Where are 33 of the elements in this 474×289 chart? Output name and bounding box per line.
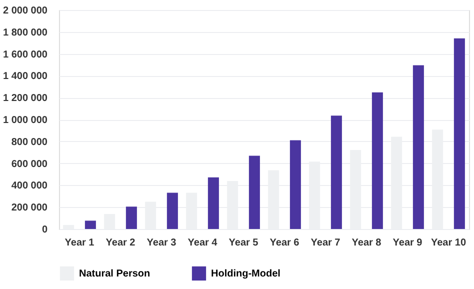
x-tick-label: Year 2 (106, 238, 136, 248)
y-tick-label: 400 000 (11, 180, 48, 192)
x-tick-label: Year 8 (352, 238, 382, 248)
bar (166, 192, 178, 229)
x-tick-label: Year 5 (228, 238, 259, 248)
x-tick-label: Year 9 (392, 238, 423, 248)
y-tick-label: 1 400 000 (3, 71, 48, 82)
y-tick-label: 1 600 000 (3, 49, 48, 60)
y-tick-label: 200 000 (11, 202, 48, 214)
y-tick-label: 1 200 000 (3, 93, 48, 104)
x-tick-label: Year 7 (310, 238, 341, 248)
x-tick-label: Year 6 (270, 238, 300, 248)
y-tick-label: 800 000 (11, 136, 48, 148)
bar (290, 140, 301, 229)
x-tick-label: Year 3 (146, 238, 177, 248)
bar (248, 156, 260, 229)
x-tick-label: Year 1 (64, 238, 95, 248)
legend-label: Natural Person (79, 268, 150, 280)
y-tick-label: 1 800 000 (3, 27, 48, 38)
y-tick-label: 1 000 000 (3, 115, 48, 126)
bar (372, 92, 383, 229)
bar (208, 177, 219, 229)
y-tick-label: 600 000 (11, 158, 48, 170)
bar (84, 220, 96, 229)
y-tick-label: 2 000 000 (3, 6, 48, 16)
x-tick-label: Year 4 (188, 238, 218, 248)
bar (454, 38, 465, 229)
bar (412, 65, 424, 229)
x-tick-label: Year 10 (430, 238, 466, 248)
legend-label: Holding-Model (211, 268, 281, 280)
y-tick-label: 0 (42, 224, 48, 236)
bar (126, 206, 137, 229)
bar (330, 116, 342, 229)
